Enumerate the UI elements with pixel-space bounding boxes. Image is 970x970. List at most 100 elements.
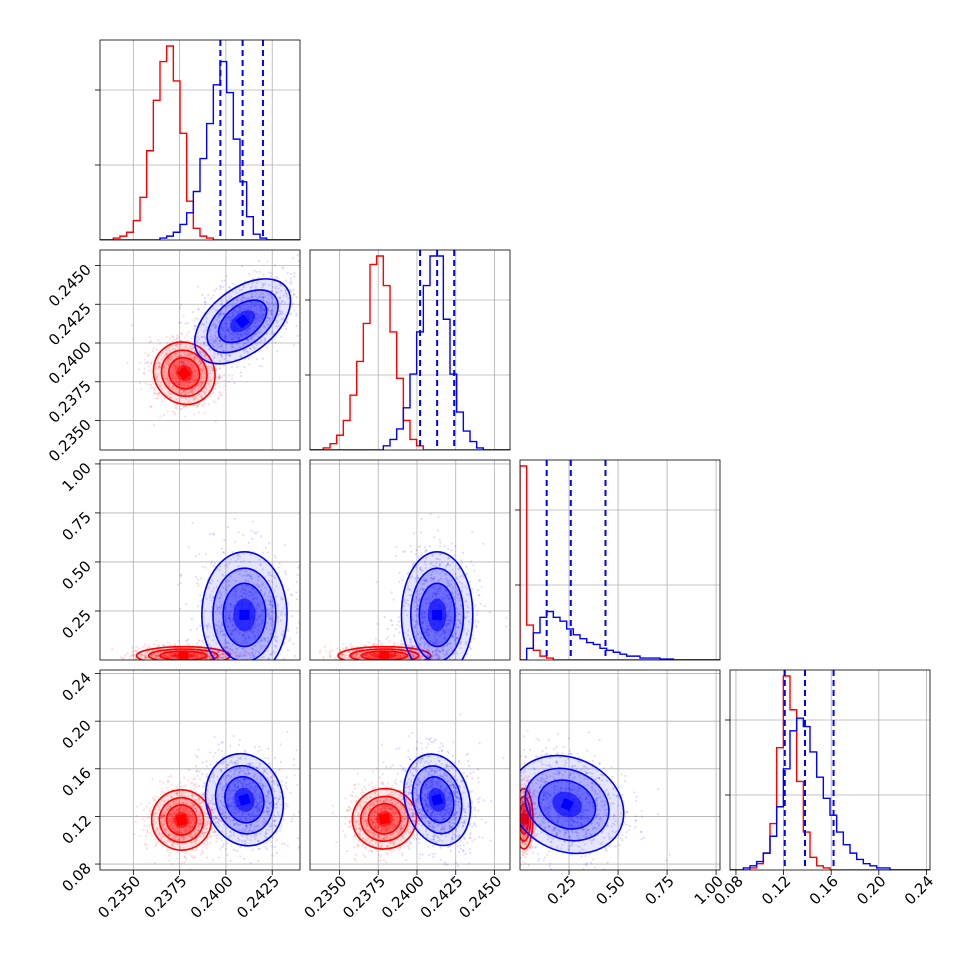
scatter-point [295, 324, 298, 327]
scatter-point [154, 377, 158, 381]
scatter-point [249, 574, 252, 577]
scatter-point [162, 357, 165, 360]
scatter-point [250, 341, 253, 344]
scatter-point [166, 378, 169, 381]
scatter-point [270, 308, 273, 312]
scatter-point [155, 377, 158, 380]
scatter-point [208, 654, 212, 658]
scatter-point [187, 384, 190, 387]
scatter-point [192, 662, 194, 664]
contour-blue [206, 289, 279, 354]
scatter-point [272, 575, 276, 578]
scatter-point [175, 352, 178, 355]
scatter-point [206, 635, 209, 639]
scatter-point [163, 655, 167, 658]
scatter-point [199, 369, 202, 372]
scatter-point [218, 656, 221, 660]
scatter-point [208, 382, 211, 385]
scatter-point [144, 352, 147, 355]
scatter-point [204, 661, 206, 663]
scatter-point [232, 346, 235, 349]
scatter-point [237, 338, 240, 341]
scatter-point [351, 650, 354, 653]
scatter-point [155, 654, 158, 657]
scatter-point [203, 342, 206, 345]
scatter-point [219, 630, 223, 633]
scatter-point [225, 588, 228, 592]
scatter-point [191, 390, 194, 393]
scatter-point [199, 345, 203, 348]
scatter-point [191, 379, 195, 382]
scatter-point [268, 541, 271, 545]
scatter-point [156, 663, 158, 665]
scatter-point [221, 633, 224, 637]
scatter-point [216, 607, 220, 610]
scatter-point [180, 361, 183, 364]
joint-panel-3-1 [99, 459, 319, 683]
scatter-point [217, 392, 220, 395]
scatter-point [243, 574, 246, 577]
scatter-point [243, 332, 246, 335]
scatter-point [221, 547, 224, 550]
scatter-point [250, 577, 253, 580]
scatter-point [223, 609, 227, 612]
scatter-point [206, 681, 208, 683]
scatter-point [216, 624, 219, 627]
scatter-point [249, 656, 252, 659]
scatter-point [196, 655, 199, 658]
scatter-point [263, 639, 267, 642]
scatter-point [190, 651, 193, 655]
histogram-red [730, 675, 930, 870]
scatter-point [159, 657, 162, 660]
scatter-point [219, 394, 222, 397]
scatter-point [311, 311, 313, 313]
scatter-point [207, 293, 210, 296]
scatter-point [208, 656, 211, 659]
scatter-point [259, 626, 263, 630]
scatter-point [254, 644, 257, 647]
scatter-point [218, 386, 221, 389]
scatter-point [301, 306, 303, 308]
scatter-point [174, 368, 177, 371]
scatter-point [258, 293, 262, 296]
scatter-point [226, 625, 229, 628]
scatter-point [317, 555, 319, 557]
scatter-point [261, 282, 264, 285]
scatter-point [238, 288, 241, 292]
scatter-point [144, 656, 147, 660]
scatter-point [174, 366, 177, 370]
scatter-point [184, 384, 187, 388]
scatter-point [251, 295, 254, 299]
scatter-point [232, 629, 235, 632]
scatter-point [158, 660, 160, 662]
scatter-point [242, 552, 245, 555]
scatter-point [145, 651, 149, 654]
scatter-point [229, 605, 232, 609]
scatter-point [218, 339, 221, 342]
scatter-point [362, 666, 364, 668]
scatter-point [252, 346, 255, 349]
scatter-point [242, 344, 245, 347]
scatter-point [227, 650, 230, 653]
scatter-point [210, 339, 213, 342]
scatter-point [210, 560, 213, 563]
scatter-point [176, 364, 180, 367]
axes-frame [729, 669, 931, 871]
scatter-point [230, 345, 233, 348]
scatter-point [260, 296, 263, 299]
scatter-point [138, 661, 140, 663]
scatter-point [459, 666, 461, 668]
scatter-point [220, 605, 223, 609]
scatter-point [178, 354, 181, 358]
scatter-point [252, 624, 255, 628]
scatter-point [215, 596, 218, 599]
scatter-point [420, 518, 423, 521]
scatter-point [374, 661, 376, 663]
scatter-point [237, 565, 240, 568]
scatter-point [258, 364, 261, 368]
scatter-point [227, 305, 230, 308]
scatter-point [222, 551, 225, 554]
scatter-point [241, 586, 245, 589]
scatter-point [220, 345, 223, 348]
